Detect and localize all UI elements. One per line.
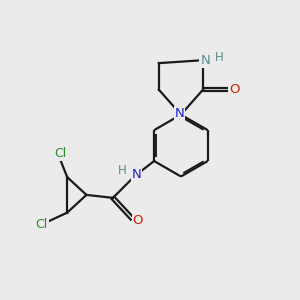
Text: O: O: [229, 83, 240, 96]
Text: Cl: Cl: [54, 147, 66, 160]
Text: Cl: Cl: [35, 218, 48, 231]
Text: H: H: [118, 164, 127, 177]
Text: N: N: [200, 54, 210, 67]
Text: O: O: [133, 214, 143, 227]
Text: H: H: [215, 51, 224, 64]
Text: N: N: [175, 107, 184, 120]
Text: N: N: [132, 168, 141, 181]
